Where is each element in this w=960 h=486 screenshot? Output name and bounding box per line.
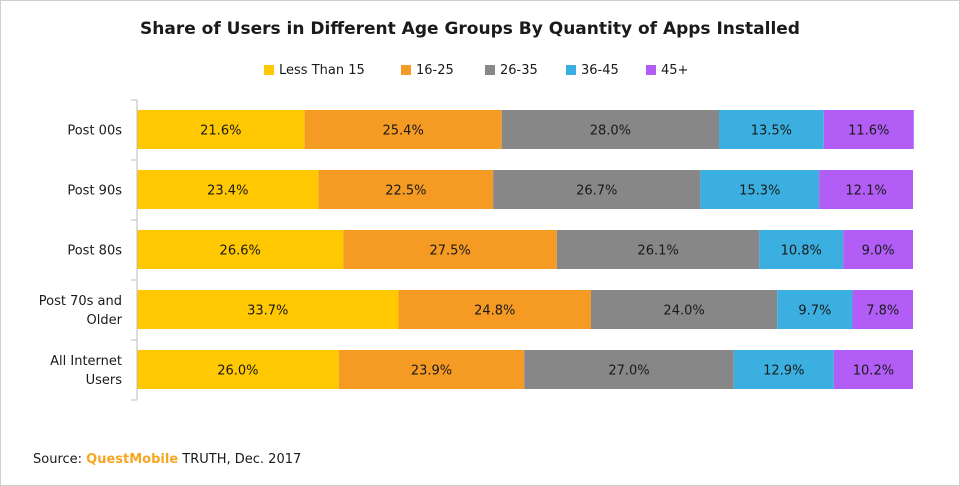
bar-segment [777,290,853,329]
source-brand: QuestMobile [86,452,179,467]
bar-segment [852,290,913,329]
bar-segment [137,170,319,209]
legend-item: 36-45 [566,61,619,79]
data-label: 13.5% [751,124,792,139]
bar-segment [833,350,913,389]
bar-segment [556,230,760,269]
legend-label: 26-35 [500,62,538,78]
legend-swatch [264,65,274,75]
bar-segment [719,110,824,149]
legend-swatch [401,65,411,75]
bar-segment [843,230,913,269]
source-prefix: Source: [33,452,87,467]
bar-segment [137,350,339,389]
category-label: Older [87,313,123,328]
data-label: 7.8% [866,304,899,319]
data-label: 12.9% [763,364,804,379]
chart-legend: Less Than 15 16-25 26-35 36-45 45+ [0,61,960,79]
data-label: 23.9% [411,364,452,379]
bar-segment [338,350,525,389]
bar-segment [819,170,913,209]
bar-segment [318,170,494,209]
bar-segment [524,350,734,389]
legend-item: Less Than 15 [264,61,365,79]
data-label: 33.7% [247,304,288,319]
legend-swatch [566,65,576,75]
data-label: 26.1% [637,244,678,259]
legend-item: 45+ [646,61,688,79]
category-label: Users [86,373,123,388]
data-label: 26.6% [220,244,261,259]
bar-segment [304,110,502,149]
category-label: Post 70s and [39,294,122,309]
data-label: 24.8% [474,304,515,319]
legend-swatch [646,65,656,75]
data-label: 25.4% [383,124,424,139]
data-label: 15.3% [739,184,780,199]
legend-label: Less Than 15 [279,62,365,78]
data-label: 11.6% [848,124,889,139]
category-label: Post 00s [67,124,122,139]
bar-segment [823,110,914,149]
legend-item: 26-35 [485,61,538,79]
data-label: 10.2% [853,364,894,379]
bar-segment [137,110,305,149]
data-label: 23.4% [207,184,248,199]
chart-title: Share of Users in Different Age Groups B… [140,19,800,39]
data-label: 27.5% [429,244,470,259]
bar-segment [733,350,834,389]
category-label: All Internet [50,354,122,369]
data-label: 26.7% [576,184,617,199]
bar-segment [137,290,399,329]
category-label: Post 80s [67,244,122,259]
category-label: Post 90s [67,184,122,199]
data-label: 27.0% [608,364,649,379]
data-label: 21.6% [200,124,241,139]
bar-segment [493,170,701,209]
data-label: 22.5% [385,184,426,199]
legend-swatch [485,65,495,75]
bar-segment [398,290,591,329]
legend-item: 16-25 [401,61,454,79]
bar-segment [759,230,844,269]
source-suffix: TRUTH, Dec. 2017 [178,452,302,467]
data-label: 10.8% [781,244,822,259]
bar-segment [137,230,344,269]
bar-segment [700,170,820,209]
data-label: 12.1% [845,184,886,199]
data-label: 24.0% [663,304,704,319]
data-label: 9.0% [862,244,895,259]
data-label: 26.0% [217,364,258,379]
bar-segment [343,230,557,269]
legend-label: 16-25 [416,62,454,78]
bar-segment [590,290,778,329]
legend-label: 45+ [661,62,689,78]
source-note: Source: QuestMobile TRUTH, Dec. 2017 [33,452,301,467]
bar-segment [501,110,719,149]
data-label: 9.7% [798,304,831,319]
legend-label: 36-45 [581,62,619,78]
data-label: 28.0% [590,124,631,139]
